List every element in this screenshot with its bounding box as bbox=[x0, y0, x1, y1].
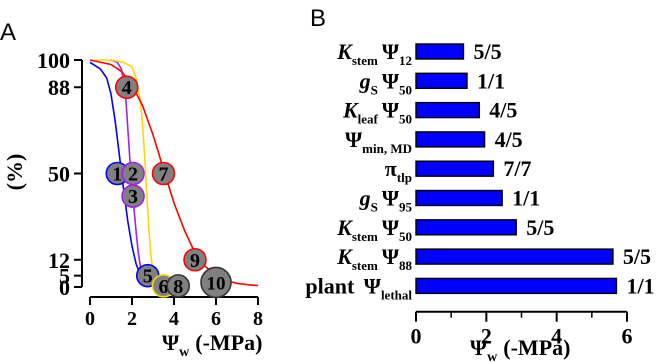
panel-b-bar-4 bbox=[415, 131, 486, 148]
panel-b-bar-5 bbox=[415, 160, 495, 177]
panel-b-annotation-6: 1/1 bbox=[512, 186, 540, 211]
panel-b-annotations: 5/5 1/1 4/5 4/5 7/7 1/1 5/5 5/5 1/1 bbox=[473, 39, 654, 298]
panel-b-xtick-label: 4 bbox=[551, 324, 562, 349]
panel-b-xlabel-sub: w bbox=[487, 350, 498, 362]
panel-b-letter: B bbox=[310, 5, 326, 32]
panel-b-category-label-9: plant Ψlethal bbox=[305, 273, 412, 302]
panel-b-category-label-4: Ψmin, MD bbox=[345, 127, 412, 156]
panel-b-bar-2 bbox=[415, 72, 468, 90]
panel-b-category-label-8: Kstem Ψ88 bbox=[336, 244, 412, 273]
panel-b-annotation-7: 5/5 bbox=[526, 215, 554, 240]
panel-a-xtick-label: 8 bbox=[253, 308, 263, 330]
panel-a-ytick-label: 50 bbox=[48, 162, 70, 187]
panel-b-xtick-label: 2 bbox=[481, 324, 492, 349]
panel-b-category-label-2: gS Ψ50 bbox=[359, 68, 412, 97]
panel-b-annotation-8: 5/5 bbox=[623, 244, 651, 269]
panel-a-marker-3 bbox=[121, 184, 145, 208]
panel-b-axes: 0 2 4 6 bbox=[411, 310, 633, 349]
panel-a-ytick-label: 5 bbox=[59, 264, 70, 289]
panel-b-annotation-1: 5/5 bbox=[473, 39, 501, 64]
panel-b-bar-8 bbox=[415, 248, 614, 265]
panel-b-xlabel-units: (-MPa) bbox=[503, 335, 570, 360]
panel-a-xtick-label: 4 bbox=[169, 308, 179, 330]
panel-a-marker-label-7: 7 bbox=[159, 164, 169, 186]
panel-a-ytick-label: 88 bbox=[48, 75, 70, 100]
panel-a-marker-label-3: 3 bbox=[128, 186, 138, 208]
panel-b-annotation-9: 1/1 bbox=[626, 273, 654, 298]
panel-b-category-label-5: πtlp bbox=[385, 156, 412, 185]
panel-a-ytick-label: 100 bbox=[37, 48, 70, 73]
panel-a-marker-label-2: 2 bbox=[128, 164, 138, 186]
panel-a-xlabel: Ψw (-MPa) bbox=[162, 330, 262, 360]
panel-b-xtick-label: 6 bbox=[622, 324, 633, 349]
panel-a-marker-7 bbox=[151, 161, 176, 186]
panel-a-xtick-label: 0 bbox=[85, 308, 95, 330]
panel-a-ytick-label: 0 bbox=[59, 275, 70, 300]
panel-b-category-label-6: gS Ψ95 bbox=[359, 186, 413, 215]
panel-a-ylabel: (%) bbox=[2, 154, 27, 191]
panel-b-bar-6 bbox=[415, 189, 503, 207]
panel-b-annotation-5: 7/7 bbox=[503, 156, 531, 181]
panel-a-letter: A bbox=[0, 19, 16, 46]
panel-a-xlabel-sub: w bbox=[179, 345, 190, 360]
panel-a-xtick-label: 6 bbox=[211, 308, 221, 330]
panel-a-xlabel-units: (-MPa) bbox=[195, 330, 262, 355]
panel-a-marker-label-9: 9 bbox=[190, 250, 200, 272]
panel-a-xlabel-psi: Ψ bbox=[162, 330, 180, 355]
panel-a-marker-label-6: 6 bbox=[159, 276, 169, 298]
panel-a-ytick-label: 12 bbox=[48, 248, 70, 273]
panel-b-category-label-3: Kleaf Ψ50 bbox=[342, 98, 412, 127]
panel-a-markers: 1 23 4 5 6 7 89 10 bbox=[105, 75, 232, 299]
panel-a-marker-label-10: 10 bbox=[207, 273, 226, 294]
panel-b-bar-9 bbox=[415, 277, 618, 295]
panel-b-annotation-2: 1/1 bbox=[477, 68, 505, 93]
panel-a-marker-10 bbox=[200, 266, 232, 299]
panel-a-marker-4 bbox=[114, 75, 139, 100]
panel-b-xtick-label: 0 bbox=[411, 324, 422, 349]
panel-b-bar-3 bbox=[415, 101, 480, 119]
panel-a-marker-label-5: 5 bbox=[143, 266, 153, 288]
panel-b-xlabel: Ψw (-MPa) bbox=[470, 335, 570, 362]
panel-b-annotation-3: 4/5 bbox=[489, 98, 517, 123]
panel-a-marker-label-4: 4 bbox=[122, 77, 132, 99]
panel-b-annotation-4: 4/5 bbox=[495, 127, 523, 152]
panel-b-category-label-7: Kstem Ψ50 bbox=[336, 215, 412, 244]
panel-a-marker-label-1: 1 bbox=[112, 164, 122, 186]
panel-b-bars bbox=[415, 43, 618, 295]
panel-a-marker-8 bbox=[166, 274, 190, 298]
panel-a-marker-label-8: 8 bbox=[173, 276, 183, 298]
panel-a-xtick-label: 2 bbox=[127, 308, 137, 330]
panel-b-bar-7 bbox=[415, 219, 517, 236]
panel-a-marker-9 bbox=[183, 247, 207, 272]
panel-b-xlabel-psi: Ψ bbox=[470, 335, 488, 360]
panel-b-category-label-1: Kstem Ψ12 bbox=[336, 39, 412, 68]
panel-b-bar-1 bbox=[415, 43, 465, 60]
